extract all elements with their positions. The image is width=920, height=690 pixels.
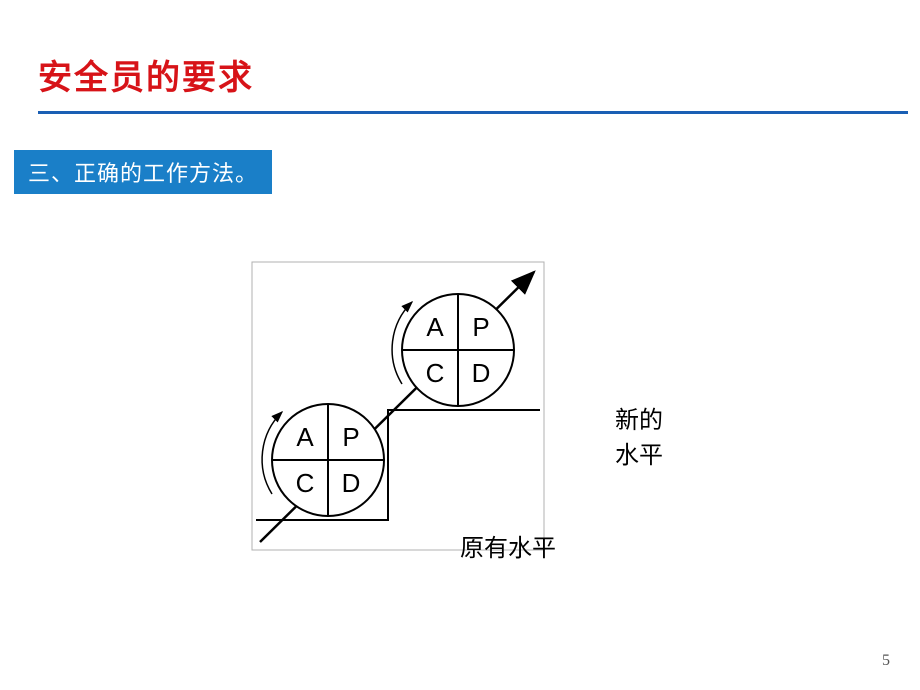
pdca-diagram: A P C D A P C D 新的水平 原有水平 [250, 260, 670, 590]
title-area: 安全员的要求 [0, 0, 920, 114]
subtitle-box: 三、正确的工作方法。 [14, 150, 272, 194]
svg-text:P: P [342, 422, 359, 452]
svg-text:A: A [426, 312, 444, 342]
label-old-level: 原有水平 [460, 528, 556, 563]
title-underline [38, 111, 908, 114]
label-new-level: 新的水平 [615, 400, 670, 470]
svg-text:A: A [296, 422, 314, 452]
svg-text:D: D [472, 358, 491, 388]
svg-text:C: C [296, 468, 315, 498]
svg-text:C: C [426, 358, 445, 388]
main-title: 安全员的要求 [38, 50, 920, 99]
pdca-svg: A P C D A P C D [250, 260, 550, 560]
page-number: 5 [882, 652, 890, 670]
svg-text:D: D [342, 468, 361, 498]
svg-text:P: P [472, 312, 489, 342]
